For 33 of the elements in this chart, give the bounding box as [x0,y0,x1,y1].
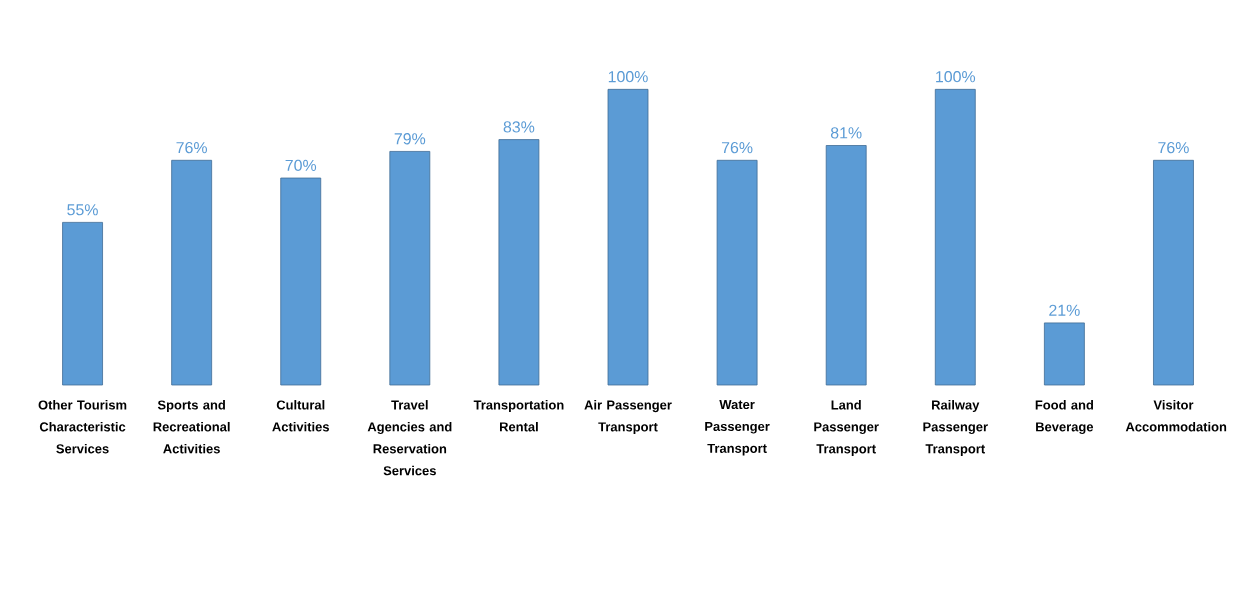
bar [716,159,758,386]
bar [825,145,867,386]
x-tick-label: Other Tourism Characteristic Services [38,400,127,454]
data-label: 55% [67,204,98,216]
x-tick-label: Railway Passenger Transport [923,400,988,456]
bar [171,159,213,386]
x-tick-label: Food and Beverage [1035,400,1094,435]
bar [389,151,431,386]
bar [498,139,540,386]
x-tick-label: Air Passenger Transport [584,400,672,435]
data-label: 76% [1158,141,1189,154]
x-tick-label: Travel Agencies and Reservation Services [367,400,452,476]
bar [1043,322,1085,386]
x-tick-label: Sports and Recreational Activities [153,400,230,454]
x-tick-label: Transportation Rental [473,400,564,432]
bar [62,221,103,386]
data-label: 21% [1049,304,1080,316]
x-tick-label: Cultural Activities [272,400,329,432]
data-label: 79% [394,133,426,145]
bar [1153,159,1194,386]
data-label: 81% [830,127,862,139]
x-tick-label: Land Passenger Transport [814,400,879,456]
data-label: 83% [503,121,535,133]
bar [607,88,649,386]
data-label: 100% [936,71,976,83]
data-label: 70% [285,159,317,171]
data-label: 76% [176,141,208,154]
bar [934,88,976,386]
bar [280,177,322,386]
data-label: 76% [721,141,753,154]
x-tick-label: Water Passenger Transport [705,400,770,456]
data-label: 100% [608,71,648,83]
x-tick-label: Visitor Accommodation [1125,400,1227,432]
